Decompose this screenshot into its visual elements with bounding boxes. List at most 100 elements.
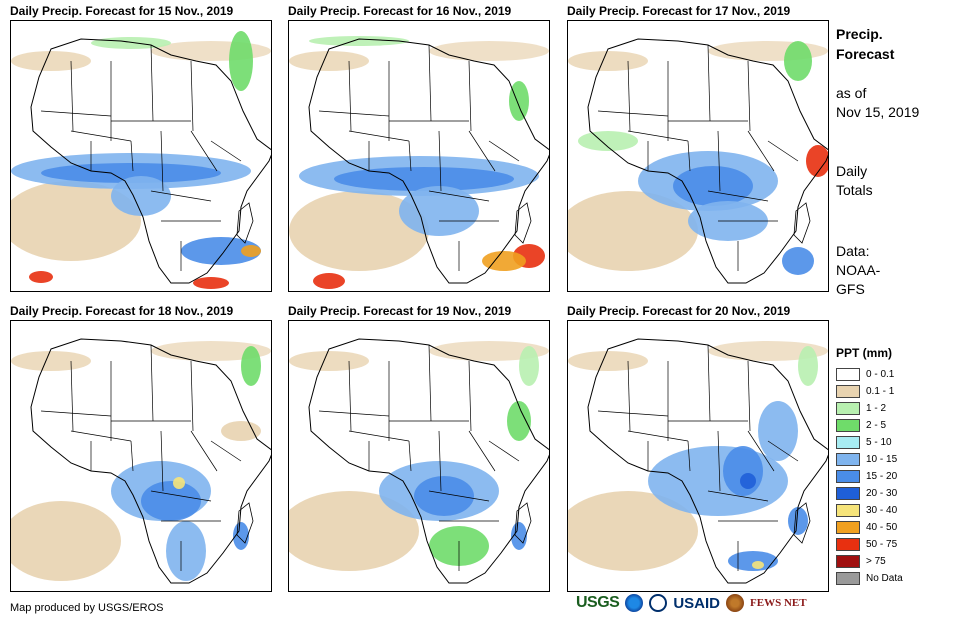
precip-area [221, 421, 261, 441]
precip-area [429, 341, 549, 361]
country-border [707, 44, 711, 122]
legend-item: 0.1 - 1 [836, 383, 903, 400]
country-border [717, 430, 721, 492]
panel-title: Daily Precip. Forecast for 18 Nov., 2019 [10, 304, 234, 318]
daily-totals-label: Daily Totals [836, 162, 873, 200]
logo-strip: USGS USAID FEWS NET [576, 594, 807, 612]
fews-net-globe-icon [726, 594, 745, 612]
map-panel-2: Daily Precip. Forecast for 16 Nov., 2019 [288, 4, 550, 292]
legend-item: 1 - 2 [836, 400, 903, 417]
legend-label: 50 - 75 [866, 539, 898, 550]
madagascar-outline [793, 202, 811, 244]
legend-label: 40 - 50 [866, 522, 898, 533]
forecast-title: Precip. Forecast [836, 24, 894, 64]
map-panel-3: Daily Precip. Forecast for 17 Nov., 2019 [567, 4, 829, 292]
country-border [190, 60, 194, 132]
country-border [627, 60, 631, 132]
precip-area [334, 167, 514, 191]
legend-item: > 75 [836, 553, 903, 570]
precip-map [567, 20, 829, 292]
country-border [348, 60, 352, 132]
panel-title: Daily Precip. Forecast for 19 Nov., 2019 [288, 304, 512, 318]
country-border [70, 360, 74, 432]
country-border [488, 440, 520, 462]
country-border [348, 360, 352, 432]
precip-area [29, 271, 53, 283]
legend-item: 20 - 30 [836, 485, 903, 502]
legend-swatch [836, 368, 860, 381]
precip-area [414, 476, 474, 516]
country-border [318, 410, 390, 417]
map-panel-6: Daily Precip. Forecast for 20 Nov., 2019 [567, 304, 829, 592]
precip-area [193, 277, 229, 289]
precip-map [10, 20, 272, 292]
legend-swatch [836, 521, 860, 534]
panel-title: Daily Precip. Forecast for 20 Nov., 2019 [567, 304, 791, 318]
precip-area [648, 446, 788, 516]
legend-swatch [836, 453, 860, 466]
precip-area [289, 491, 419, 571]
precip-area [289, 191, 429, 271]
africa-coastline [308, 38, 549, 284]
legend-swatch [836, 555, 860, 568]
precip-area [11, 351, 91, 371]
noaa-logo-icon [625, 594, 644, 612]
precip-area [289, 51, 369, 71]
legend-label: 5 - 10 [866, 437, 892, 448]
country-border [707, 490, 769, 502]
forecast-title-line1: Precip. [836, 26, 883, 42]
precip-area [173, 477, 185, 489]
usaid-logo: USAID [673, 594, 721, 612]
precip-area [758, 401, 798, 461]
africa-coastline [308, 338, 549, 584]
country-border [687, 440, 691, 472]
country-border [747, 430, 775, 472]
fews-net-logo: FEWS NET [750, 597, 807, 609]
legend-swatch [836, 470, 860, 483]
panel-title: Daily Precip. Forecast for 16 Nov., 2019 [288, 4, 512, 18]
legend-swatch [836, 487, 860, 500]
country-border [408, 440, 412, 472]
precip-area [11, 181, 141, 261]
country-border [747, 60, 751, 132]
precip-area [507, 401, 531, 441]
country-border [348, 130, 410, 142]
precip-area [229, 31, 253, 91]
country-border [468, 360, 472, 432]
precip-map-svg [568, 321, 828, 591]
precip-map-svg [289, 321, 549, 591]
country-border [408, 140, 412, 172]
legend-item: 5 - 10 [836, 434, 903, 451]
madagascar-outline [236, 202, 254, 244]
precip-map [10, 320, 272, 592]
legend-label: 0 - 0.1 [866, 369, 895, 380]
precip-area [798, 346, 818, 386]
data-label: Data: [836, 243, 870, 259]
precip-area [752, 561, 764, 569]
legend-label: 30 - 40 [866, 505, 898, 516]
precip-area [41, 163, 221, 183]
africa-coastline [30, 38, 271, 284]
legend-item: 30 - 40 [836, 502, 903, 519]
precip-area [241, 245, 261, 257]
precip-area [399, 186, 479, 236]
precip-area [181, 237, 261, 265]
country-border [40, 410, 112, 417]
country-border [428, 490, 490, 502]
legend-item: 50 - 75 [836, 536, 903, 553]
country-border [627, 360, 631, 432]
madagascar-outline [793, 502, 811, 544]
legend-item: 0 - 0.1 [836, 366, 903, 383]
legend-label: 1 - 2 [866, 403, 887, 414]
usgs-logo: USGS [576, 594, 620, 611]
country-border [438, 430, 442, 492]
country-border [597, 110, 669, 117]
country-border [597, 410, 669, 417]
country-border [160, 430, 164, 492]
legend: 0 - 0.1 0.1 - 1 1 - 2 2 - 5 5 - 10 10 - 15 15 … [836, 366, 903, 587]
country-border [767, 440, 799, 462]
legend-label: 0.1 - 1 [866, 386, 895, 397]
precip-area [309, 36, 409, 46]
forecast-title-line2: Forecast [836, 46, 895, 62]
precip-area [782, 247, 814, 275]
